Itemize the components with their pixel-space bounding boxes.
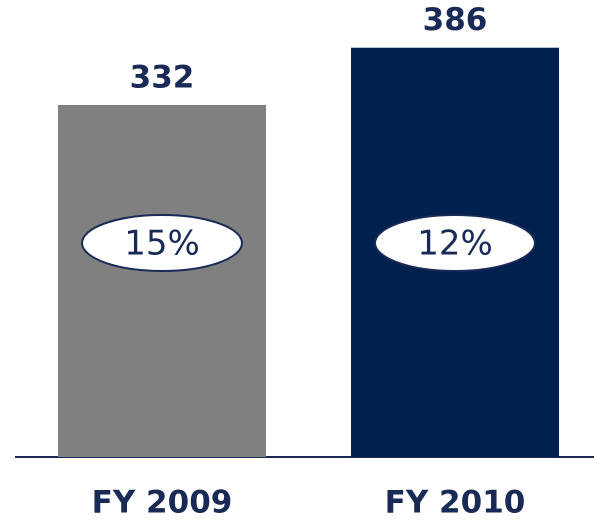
value-label: 386 bbox=[423, 2, 488, 38]
bar bbox=[58, 104, 266, 457]
annotation: 15% bbox=[124, 224, 200, 264]
annotation: 12% bbox=[417, 224, 493, 264]
annotation-bubble bbox=[81, 214, 243, 272]
x-tick-label: FY 2010 bbox=[385, 485, 526, 521]
x-tick-label: FY 2009 bbox=[92, 485, 233, 521]
annotation-bubble bbox=[374, 214, 536, 272]
value-label: 332 bbox=[130, 59, 195, 95]
